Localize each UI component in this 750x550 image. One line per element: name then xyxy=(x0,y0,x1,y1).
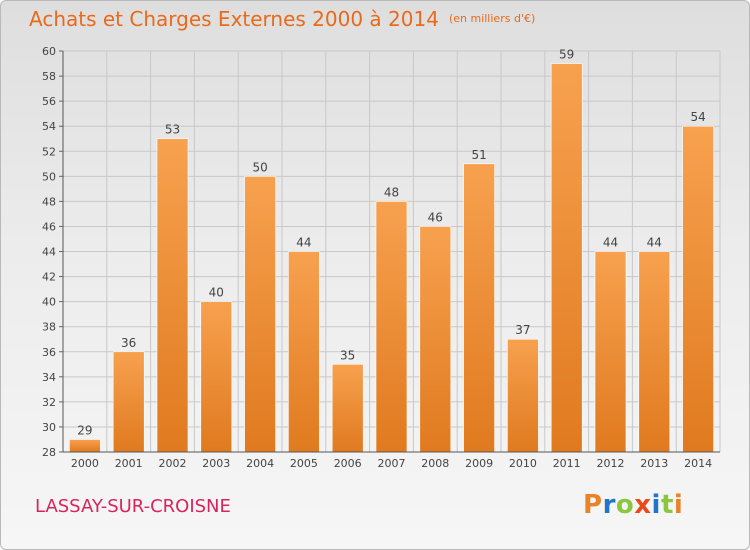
y-tick-label: 34 xyxy=(42,371,56,384)
y-tick-label: 44 xyxy=(42,246,56,259)
logo-letter: i xyxy=(651,490,661,520)
x-tick-label: 2008 xyxy=(421,457,449,470)
logo-letter: o xyxy=(615,490,635,520)
bar-value-label: 54 xyxy=(690,110,705,124)
y-tick-label: 54 xyxy=(42,120,56,133)
bar-2007 xyxy=(375,201,408,453)
y-tick-label: 40 xyxy=(42,296,56,309)
bar-2011 xyxy=(550,63,583,453)
proxiti-logo: Proxiti xyxy=(583,490,683,520)
y-tick-label: 56 xyxy=(42,95,56,108)
bar-2000 xyxy=(69,439,101,453)
y-tick-label: 50 xyxy=(42,170,56,183)
commune-name: LASSAY-SUR-CROISNE xyxy=(35,496,231,517)
y-tick-label: 30 xyxy=(42,421,56,434)
bar-2001 xyxy=(112,351,145,453)
logo-letter: t xyxy=(660,490,674,520)
bar-value-label: 59 xyxy=(559,48,574,62)
x-tick-label: 2003 xyxy=(202,457,230,470)
x-tick-label: 2006 xyxy=(334,457,362,470)
y-tick-label: 38 xyxy=(42,321,56,334)
y-tick-label: 52 xyxy=(42,145,56,158)
x-tick-label: 2010 xyxy=(509,457,537,470)
x-tick-label: 2013 xyxy=(640,457,668,470)
bar-2006 xyxy=(331,363,364,453)
chart-unit: (en milliers d'€) xyxy=(448,12,536,25)
y-tick-label: 60 xyxy=(42,45,56,58)
bar-2014 xyxy=(682,125,714,453)
bar-2005 xyxy=(288,251,320,453)
bar-value-label: 44 xyxy=(647,236,662,250)
bar-value-label: 50 xyxy=(252,160,267,174)
chart-title-text: Achats et Charges Externes 2000 à 2014 xyxy=(29,7,439,31)
bar-2008 xyxy=(419,226,452,453)
x-tick-label: 2004 xyxy=(246,457,274,470)
x-tick-label: 2005 xyxy=(290,457,318,470)
bar-2002 xyxy=(156,138,189,453)
bar-2004 xyxy=(244,176,276,453)
x-tick-label: 2000 xyxy=(71,457,99,470)
bar-value-label: 51 xyxy=(471,148,486,162)
logo-letter: i xyxy=(673,490,684,520)
y-tick-label: 58 xyxy=(42,70,56,83)
bar-value-label: 29 xyxy=(77,423,92,437)
bar-2013 xyxy=(638,251,671,453)
y-tick-label: 46 xyxy=(42,220,56,233)
x-tick-label: 2001 xyxy=(115,457,143,470)
x-tick-label: 2009 xyxy=(465,457,493,470)
axes: 28 30 32 34 36 38 40 42 44 46 48 50 52 54 56 58 60 29 2000… xyxy=(42,45,720,470)
logo-letter: P xyxy=(583,490,603,520)
y-tick-label: 32 xyxy=(42,396,56,409)
bars xyxy=(69,63,714,453)
y-tick-label: 48 xyxy=(42,195,56,208)
x-tick-label: 2007 xyxy=(378,457,406,470)
y-tick-label: 28 xyxy=(42,446,56,459)
bar-value-label: 37 xyxy=(515,323,530,337)
y-tick-label: 36 xyxy=(42,346,56,359)
bar-value-label: 46 xyxy=(428,210,443,224)
bar-value-label: 44 xyxy=(296,236,311,250)
bar-2003 xyxy=(200,301,233,453)
bar-value-label: 44 xyxy=(603,236,618,250)
bar-2010 xyxy=(507,338,539,453)
logo-letter: r xyxy=(602,490,616,520)
bar-value-label: 36 xyxy=(121,336,136,350)
x-tick-label: 2011 xyxy=(553,457,581,470)
x-tick-label: 2012 xyxy=(597,457,625,470)
bar-value-label: 53 xyxy=(165,123,180,137)
bar-2012 xyxy=(594,251,627,453)
bar-2009 xyxy=(463,163,495,453)
x-tick-label: 2002 xyxy=(159,457,187,470)
bar-value-label: 40 xyxy=(209,286,224,300)
y-tick-label: 42 xyxy=(42,271,56,284)
logo-letter: x xyxy=(634,490,652,520)
chart-title: Achats et Charges Externes 2000 à 2014 (e… xyxy=(29,7,535,31)
bar-value-label: 48 xyxy=(384,185,399,199)
x-tick-label: 2014 xyxy=(684,457,712,470)
bar-value-label: 35 xyxy=(340,348,355,362)
